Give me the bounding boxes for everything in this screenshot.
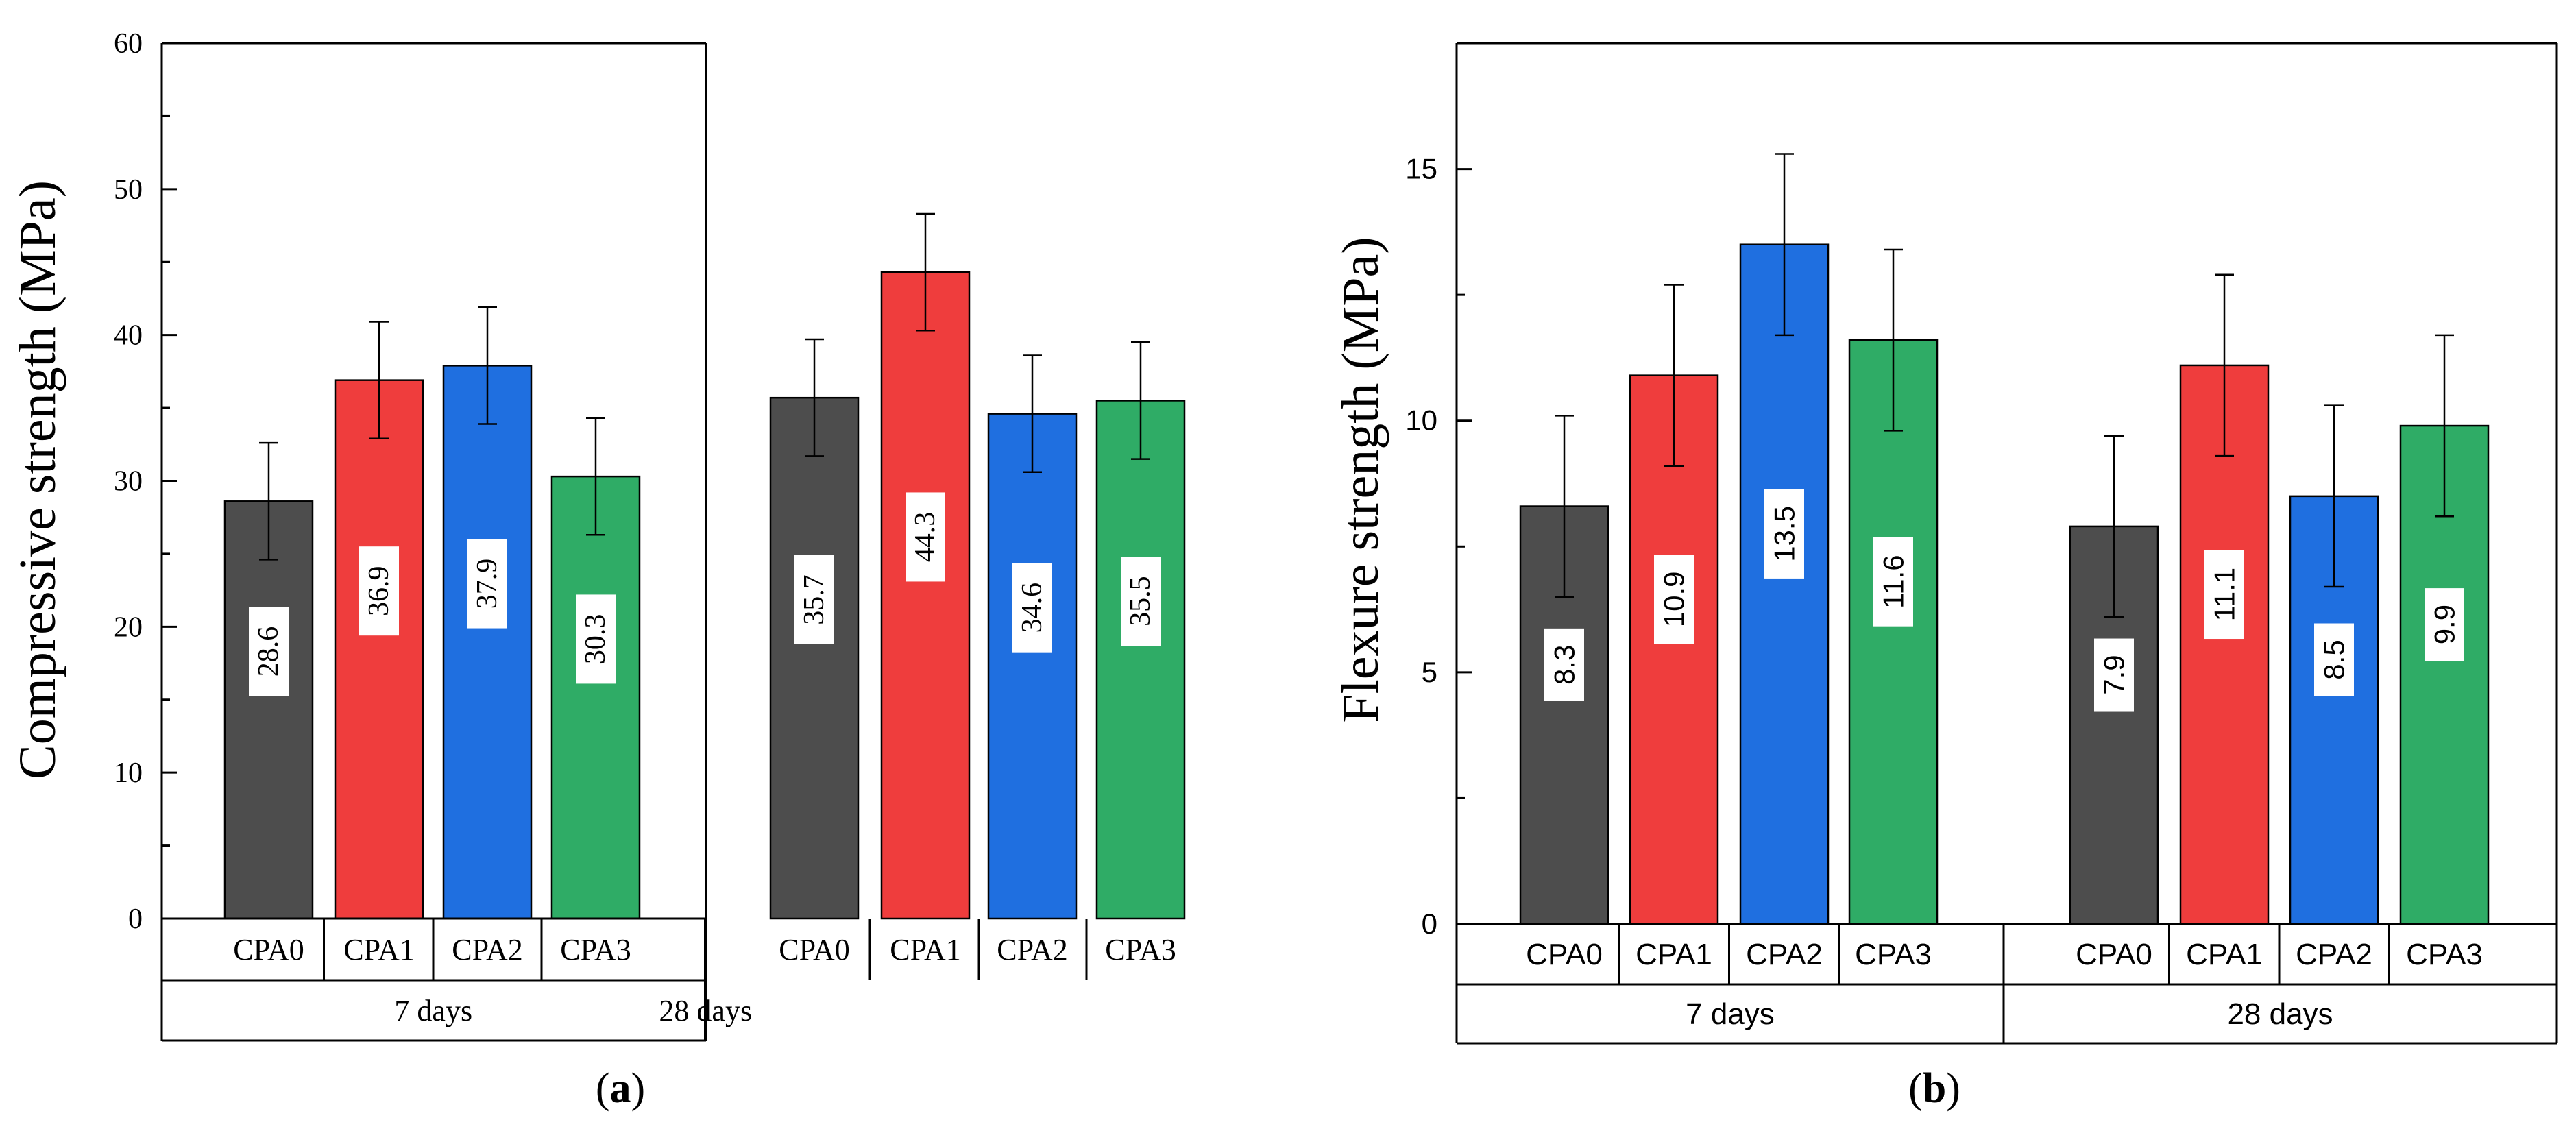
data-label-box: [1544, 628, 1584, 701]
data-label-box: [2094, 638, 2134, 712]
y-tick-label: 20: [114, 611, 143, 643]
data-label: 11.6: [1878, 555, 1910, 609]
bar-cpa1: [2179, 364, 2270, 925]
data-label: 44.3: [910, 512, 941, 563]
panel-label-letter: b: [1923, 1065, 1946, 1112]
bar-cpa3: [550, 475, 641, 920]
panel-label: (a): [596, 1065, 645, 1112]
y-tick-label: 10: [114, 757, 143, 789]
bar-cpa3: [1848, 339, 1939, 925]
data-label: 37.9: [472, 559, 503, 609]
data-label-box: [2204, 550, 2244, 640]
y-tick-label: 0: [128, 903, 143, 935]
data-label-box: [906, 492, 945, 582]
category-label: CPA1: [343, 933, 415, 966]
group-label: 28 days: [2227, 997, 2333, 1031]
data-label: 10.9: [1658, 572, 1690, 628]
data-label: 36.9: [363, 566, 395, 616]
y-tick-label: 50: [114, 174, 143, 206]
data-label: 13.5: [1769, 506, 1801, 562]
category-label: CPA1: [1636, 938, 1712, 971]
y-tick-label: 40: [114, 320, 143, 352]
data-label: 34.6: [1017, 583, 1048, 633]
data-label-box: [359, 546, 399, 636]
category-label: CPA2: [997, 933, 1068, 966]
panel-label-letter: a: [610, 1065, 631, 1112]
data-label-box: [1654, 555, 1694, 644]
category-label: CPA2: [2296, 938, 2372, 971]
data-label-box: [249, 607, 289, 696]
category-label: CPA3: [2406, 938, 2483, 971]
data-label-box: [2314, 623, 2354, 696]
data-label-box: [1764, 489, 1804, 579]
category-label: CPA0: [233, 933, 304, 966]
panel-label-close: ): [1946, 1065, 1960, 1112]
data-label-box: [576, 594, 616, 684]
category-label: CPA3: [560, 933, 631, 966]
data-label: 9.9: [2429, 605, 2461, 644]
data-label-box: [794, 555, 834, 644]
category-label: CPA2: [452, 933, 523, 966]
data-label: 28.6: [253, 627, 284, 677]
data-label-box: [1121, 557, 1161, 646]
bar-cpa1: [334, 379, 424, 920]
y-tick-label: 30: [114, 466, 143, 498]
data-label-box: [1012, 563, 1052, 653]
category-label: CPA3: [1105, 933, 1176, 966]
category-label: CPA0: [779, 933, 850, 966]
y-tick-label: 5: [1422, 656, 1437, 688]
category-label: CPA1: [2186, 938, 2263, 971]
y-tick-label: 15: [1405, 153, 1437, 185]
bar-cpa0: [223, 500, 314, 920]
panel-label-close: ): [631, 1065, 646, 1112]
y-axis-label: Flexure strength (MPa): [1332, 236, 1389, 722]
category-label: CPA0: [2076, 938, 2152, 971]
bar-cpa2: [442, 365, 533, 920]
data-label-box: [467, 539, 507, 629]
bar-cpa0: [769, 396, 860, 920]
panel-label-open: (: [596, 1065, 610, 1112]
data-label: 11.1: [2209, 568, 2241, 622]
panel-b-flexure-strength: 0 5 10 15 Flexure strength (MPa) 8.3 10.9 13.5 1…: [1332, 42, 2558, 1112]
bar-cpa1: [880, 271, 971, 920]
bar-cpa2: [1739, 243, 1830, 925]
data-label: 35.5: [1125, 576, 1156, 627]
bar-cpa3: [1095, 400, 1186, 920]
category-label: CPA3: [1855, 938, 1932, 971]
bar-cpa2: [987, 413, 1078, 920]
group-label: 7 days: [1686, 997, 1775, 1031]
data-label-box: [2425, 588, 2464, 661]
panel-label-open: (: [1908, 1065, 1923, 1112]
data-label-box: [1873, 537, 1913, 627]
category-label: CPA2: [1746, 938, 1823, 971]
data-label: 35.7: [799, 574, 830, 625]
category-label: CPA0: [1526, 938, 1603, 971]
y-tick-label: 0: [1422, 908, 1437, 940]
data-label: 30.3: [580, 614, 611, 665]
y-axis-label: Compressive strength (MPa): [9, 180, 66, 779]
group-label: 7 days: [394, 994, 472, 1027]
data-label: 8.3: [1548, 645, 1581, 685]
category-label: CPA1: [890, 933, 961, 966]
group-label: 28 days: [659, 994, 752, 1027]
panel-a-compressive-strength: 0 10 20 30 40 50 60 Compressive strength (MPa) 2…: [9, 28, 1186, 1112]
data-label: 8.5: [2318, 640, 2350, 679]
y-tick-label: 10: [1405, 404, 1437, 437]
panel-label: (b): [1908, 1065, 1960, 1112]
y-tick-label: 60: [114, 28, 143, 60]
data-label: 7.9: [2098, 655, 2130, 694]
